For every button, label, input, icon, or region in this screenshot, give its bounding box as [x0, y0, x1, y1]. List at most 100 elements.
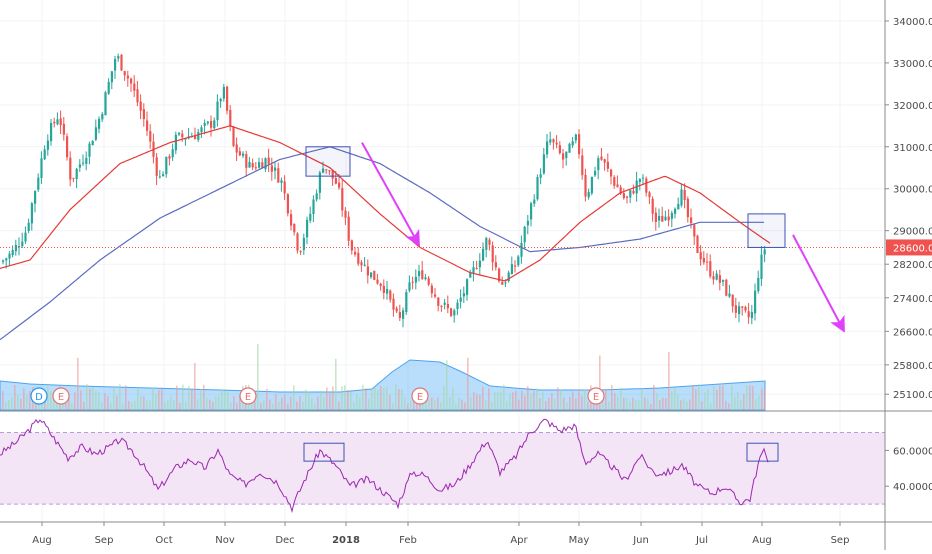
volume-bar — [176, 385, 178, 410]
candle-body — [315, 193, 318, 200]
volume-bar — [695, 389, 697, 410]
volume-bar — [485, 400, 487, 410]
volume-bar — [68, 396, 70, 410]
volume-bar — [608, 400, 610, 410]
volume-bar — [500, 392, 502, 410]
volume-bar — [752, 386, 754, 410]
candle-body — [107, 81, 110, 94]
volume-bar — [128, 401, 130, 410]
candle-body — [62, 123, 65, 135]
volume-bar — [584, 389, 586, 410]
volume-bar — [497, 391, 499, 410]
y-tick-label: 25800.00 — [893, 361, 932, 372]
volume-bar — [533, 390, 535, 410]
volume-bar — [368, 398, 370, 410]
candle-body — [510, 264, 513, 274]
volume-bar — [308, 391, 310, 410]
y-tick-label: 29000.00 — [893, 227, 932, 238]
candle-body — [421, 270, 424, 279]
candle-body — [718, 275, 721, 283]
candle-body — [293, 224, 296, 233]
annotation-arrow-2 — [361, 142, 420, 247]
volume-bar — [26, 395, 28, 410]
candle-body — [146, 120, 149, 131]
x-tick-label: Aug — [32, 535, 52, 546]
volume-bar — [197, 399, 199, 410]
volume-bar — [56, 399, 58, 410]
candle-body — [523, 226, 526, 243]
candle-body — [475, 268, 478, 270]
candle-body — [530, 203, 533, 220]
candle-body — [261, 162, 264, 168]
candle-body — [66, 136, 69, 158]
x-tick-label: Sep — [95, 535, 114, 546]
candle-body — [686, 198, 689, 218]
candle-body — [24, 232, 27, 242]
candle-body — [242, 153, 245, 156]
volume-bar — [236, 403, 238, 410]
volume-bar — [182, 384, 184, 410]
candle-body — [299, 251, 302, 253]
candle-body — [69, 157, 72, 180]
candle-body — [654, 212, 657, 222]
annotation-arrow-3 — [792, 234, 845, 333]
candle-body — [514, 265, 517, 267]
volume-bar — [383, 387, 385, 410]
candle-body — [360, 262, 363, 266]
event-marker-label: E — [245, 392, 251, 403]
candle-body — [613, 176, 616, 186]
volume-bar — [65, 403, 67, 410]
volume-bar — [365, 387, 367, 410]
volume-bar — [521, 390, 523, 410]
candle-body — [347, 216, 350, 241]
candle-body — [731, 294, 734, 307]
annotation-box-1 — [747, 213, 786, 248]
candle-body — [322, 168, 325, 173]
volume-bar — [470, 397, 472, 410]
candle-body — [683, 189, 686, 200]
volume-bar — [404, 396, 406, 410]
candle-body — [34, 191, 37, 204]
volume-bar — [83, 401, 85, 410]
candle-body — [696, 235, 699, 253]
volume-bar — [449, 396, 451, 410]
event-marker-label: E — [593, 392, 599, 403]
candle-body — [82, 162, 85, 164]
candle-body — [427, 278, 430, 285]
candle-body — [434, 294, 437, 297]
candle-body — [37, 177, 40, 190]
volume-bar — [122, 403, 124, 410]
candle-body — [728, 293, 731, 297]
candle-body — [312, 199, 315, 215]
candle-body — [59, 118, 62, 126]
candle-body — [11, 250, 14, 256]
volume-bar — [161, 388, 163, 410]
candle-body — [270, 165, 273, 172]
candle-body — [565, 151, 568, 159]
candle-body — [235, 144, 238, 153]
volume-bar — [260, 402, 262, 410]
volume-bar — [704, 392, 706, 410]
volume-bar — [632, 397, 634, 410]
candle-body — [376, 279, 379, 284]
candle-body — [94, 127, 97, 140]
candle-body — [597, 158, 600, 171]
volume-bar — [464, 402, 466, 410]
volume-bar — [206, 397, 208, 410]
volume-bar — [209, 399, 211, 410]
volume-bar — [614, 393, 616, 410]
candle-body — [472, 267, 475, 273]
x-tick-label: Jun — [632, 535, 649, 546]
volume-bar — [572, 391, 574, 410]
candle-body — [232, 126, 235, 146]
candle-body — [379, 283, 382, 287]
candle-body — [571, 141, 574, 146]
candle-body — [763, 249, 766, 255]
volume-bar — [140, 396, 142, 410]
candle-body — [85, 157, 88, 164]
x-tick-label: Dec — [275, 535, 294, 546]
y-tick-label: 26600.00 — [893, 327, 932, 338]
volume-bar — [491, 401, 493, 410]
volume-bar — [281, 397, 283, 410]
candle-body — [450, 308, 453, 316]
